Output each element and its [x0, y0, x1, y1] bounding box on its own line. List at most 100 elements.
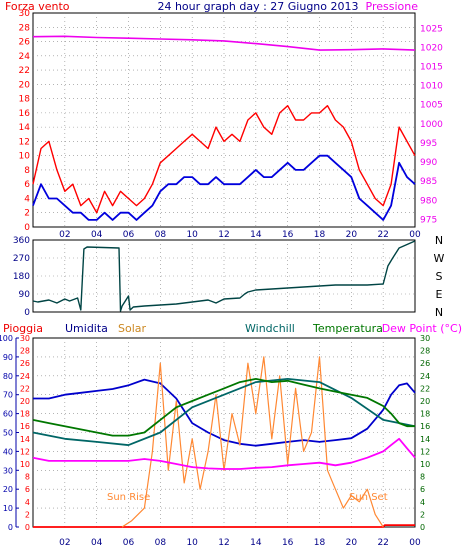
x-tick-label: 18 [314, 230, 326, 240]
solar-line [121, 356, 384, 528]
x-tick-label: 20 [346, 230, 358, 240]
direction-tick-label: 90 [19, 290, 31, 300]
compass-label: E [436, 288, 443, 301]
solar-label: Solar [118, 322, 147, 335]
rain-label: Pioggia [3, 322, 43, 335]
y-right-tick-label: 1025 [420, 24, 443, 34]
x-tick-label: 16 [282, 538, 294, 548]
direction-tick-label: 270 [13, 254, 30, 264]
x-tick-label: 14 [250, 538, 262, 548]
x-tick-label: 04 [91, 230, 103, 240]
temperature-tick-label: 4 [420, 498, 425, 507]
solar-tick-label: 2 [25, 510, 30, 519]
temperature-tick-label: 22 [420, 384, 430, 393]
y-right-tick-label: 975 [420, 215, 437, 225]
x-tick-label: 16 [282, 230, 294, 240]
temperature-tick-label: 6 [420, 485, 425, 494]
solar-tick-label: 20 [20, 397, 30, 406]
solar-tick-label: 24 [20, 372, 30, 381]
compass-label: S [436, 270, 443, 283]
y-left-tick-label: 6 [24, 180, 30, 190]
x-tick-label: 04 [91, 538, 103, 548]
solar-tick-label: 8 [25, 473, 30, 482]
y-left-tick-label: 8 [24, 166, 30, 176]
temperature-tick-label: 14 [420, 435, 430, 444]
temperature-tick-label: 16 [420, 422, 430, 431]
windchill-label: Windchill [245, 322, 295, 335]
sunrise-annotation: Sun Rise [107, 492, 150, 503]
y-right-tick-label: 1000 [420, 120, 443, 130]
solar-tick-label: 14 [20, 435, 30, 444]
pressure-line [32, 35, 416, 51]
y-left-tick-label: 22 [19, 66, 30, 76]
y-left-tick-label: 10 [19, 152, 31, 162]
temperature-tick-label: 26 [420, 359, 430, 368]
temperature-tick-label: 24 [420, 372, 430, 381]
solar-tick-label: 16 [20, 422, 30, 431]
y-right-tick-label: 1005 [420, 101, 443, 111]
temperature-tick-label: 18 [420, 410, 430, 419]
x-tick-label: 00 [409, 538, 421, 548]
dewpoint-label: Dew Point (°C) [382, 322, 462, 335]
direction-tick-label: 360 [13, 236, 30, 246]
x-tick-label: 14 [250, 230, 262, 240]
solar-tick-label: 12 [20, 447, 30, 456]
x-tick-label: 06 [123, 230, 135, 240]
temperature-tick-label: 8 [420, 473, 425, 482]
solar-tick-label: 10 [20, 460, 30, 469]
rain-tick-label: 30 [3, 466, 13, 475]
y-left-tick-label: 26 [19, 38, 31, 48]
x-tick-label: 12 [218, 230, 229, 240]
rain-tick-label: 80 [3, 372, 13, 381]
x-tick-label: 22 [377, 230, 388, 240]
y-left-tick-label: 18 [19, 95, 31, 105]
x-tick-label: 22 [377, 538, 388, 548]
y-right-tick-label: 1010 [420, 82, 443, 92]
solar-tick-label: 4 [25, 498, 30, 507]
temperature-tick-label: 20 [420, 397, 430, 406]
rain-tick-label: 20 [3, 485, 13, 494]
x-tick-label: 08 [155, 230, 167, 240]
rain-tick-label: 90 [3, 353, 13, 362]
y-left-tick-label: 14 [19, 123, 31, 133]
solar-tick-label: 30 [20, 334, 30, 343]
temperature-tick-label: 12 [420, 447, 430, 456]
y-right-tick-label: 995 [420, 139, 437, 149]
x-tick-label: 20 [346, 538, 358, 548]
x-tick-label: 00 [409, 230, 421, 240]
temperature-tick-label: 30 [420, 334, 430, 343]
rain-tick-label: 60 [3, 410, 13, 419]
compass-label: N [435, 306, 443, 319]
wind-speed-label: Forza vento [5, 0, 70, 13]
y-left-tick-label: 0 [24, 223, 30, 233]
solar-tick-label: 22 [20, 384, 30, 393]
pressure-label: Pressione [366, 0, 419, 13]
rain-tick-label: 50 [3, 429, 13, 438]
compass-label: N [435, 234, 443, 247]
temperature-line [32, 377, 415, 437]
solar-tick-label: 26 [20, 359, 30, 368]
y-left-tick-label: 20 [19, 80, 31, 90]
y-left-tick-label: 16 [19, 109, 31, 119]
direction-tick-label: 0 [24, 308, 30, 318]
x-tick-label: 06 [123, 538, 135, 548]
rain-tick-label: 40 [3, 447, 13, 456]
y-left-tick-label: 24 [19, 52, 31, 62]
rain-tick-label: 70 [3, 391, 13, 400]
temperature-tick-label: 28 [420, 347, 430, 356]
rain-line [33, 524, 415, 528]
rain-tick-label: 10 [3, 504, 13, 513]
x-tick-label: 02 [59, 230, 70, 240]
humidity-label: Umidita [65, 322, 108, 335]
direction-tick-label: 180 [13, 272, 30, 282]
y-right-tick-label: 1020 [420, 43, 443, 53]
x-tick-label: 10 [186, 230, 198, 240]
compass-label: W [434, 252, 445, 265]
y-left-tick-label: 4 [24, 194, 30, 204]
dewpoint-line [32, 437, 416, 470]
y-left-tick-label: 2 [24, 209, 30, 219]
solar-tick-label: 6 [25, 485, 30, 494]
y-right-tick-label: 1015 [420, 63, 443, 73]
